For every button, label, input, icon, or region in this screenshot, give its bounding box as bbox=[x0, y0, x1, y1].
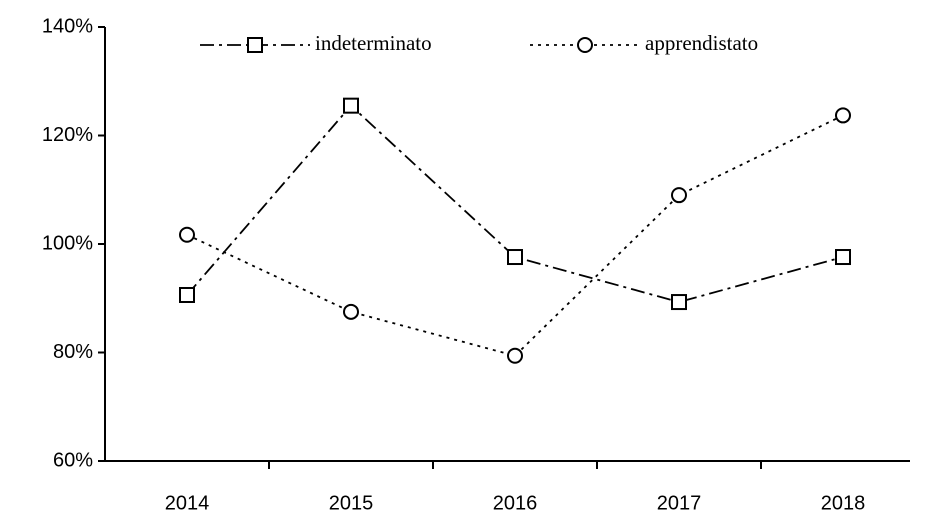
y-tick-label: 100% bbox=[42, 232, 93, 254]
data-point bbox=[835, 249, 851, 266]
y-tick-label: 60% bbox=[53, 449, 93, 471]
legend-marker bbox=[247, 37, 263, 53]
data-point bbox=[179, 286, 195, 303]
y-tick-label: 120% bbox=[42, 124, 93, 146]
data-point bbox=[671, 187, 687, 204]
data-point bbox=[507, 249, 523, 266]
x-tick-label: 2016 bbox=[493, 492, 538, 514]
legend-label: indeterminato bbox=[315, 31, 432, 55]
data-point bbox=[671, 294, 687, 311]
series-line bbox=[186, 104, 844, 303]
data-point bbox=[835, 107, 851, 124]
y-tick-label: 140% bbox=[42, 15, 93, 37]
legend-label: apprendistato bbox=[645, 31, 758, 55]
x-tick-label: 2015 bbox=[329, 492, 374, 514]
y-tick-label: 80% bbox=[53, 341, 93, 363]
legend-marker bbox=[577, 37, 593, 53]
x-tick-label: 2014 bbox=[165, 492, 210, 514]
data-point bbox=[343, 97, 359, 114]
data-point bbox=[343, 303, 359, 320]
x-tick-label: 2018 bbox=[821, 492, 866, 514]
data-point bbox=[179, 226, 195, 243]
data-point bbox=[507, 347, 523, 364]
series-line bbox=[186, 114, 844, 357]
x-tick-label: 2017 bbox=[657, 492, 702, 514]
